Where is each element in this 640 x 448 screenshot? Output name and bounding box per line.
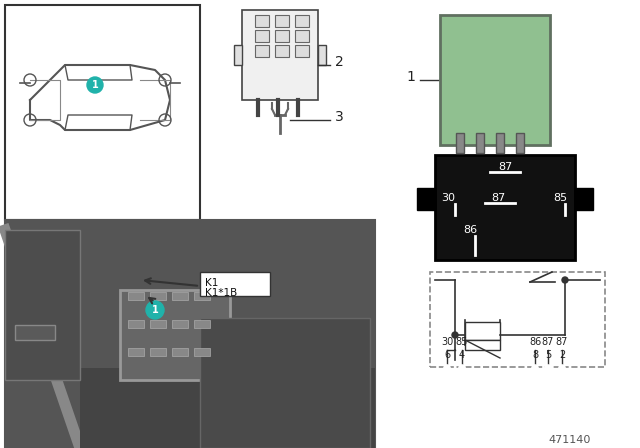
Bar bbox=[275, 15, 289, 27]
Circle shape bbox=[545, 365, 551, 371]
Circle shape bbox=[452, 332, 458, 338]
Bar bbox=[150, 292, 166, 300]
Bar bbox=[80, 368, 375, 448]
Bar bbox=[194, 348, 210, 356]
Text: 87: 87 bbox=[491, 193, 505, 203]
Bar bbox=[150, 320, 166, 328]
Text: 5: 5 bbox=[545, 350, 551, 360]
Circle shape bbox=[559, 365, 565, 371]
Bar bbox=[465, 340, 500, 350]
Text: K1: K1 bbox=[205, 278, 218, 288]
Bar bbox=[172, 292, 188, 300]
Bar bbox=[194, 292, 210, 300]
Bar bbox=[5, 5, 200, 220]
Bar bbox=[172, 320, 188, 328]
Circle shape bbox=[87, 77, 103, 93]
Bar bbox=[200, 272, 270, 296]
Text: 2: 2 bbox=[335, 55, 344, 69]
Text: 1: 1 bbox=[152, 305, 158, 315]
Bar bbox=[255, 15, 269, 27]
Text: 3: 3 bbox=[335, 110, 344, 124]
Bar bbox=[417, 188, 435, 210]
Bar bbox=[440, 15, 550, 145]
Text: 87: 87 bbox=[542, 337, 554, 347]
Bar bbox=[128, 348, 144, 356]
Text: 4: 4 bbox=[459, 350, 465, 360]
Bar bbox=[275, 30, 289, 42]
Bar bbox=[172, 348, 188, 356]
Text: 85: 85 bbox=[553, 193, 567, 203]
Circle shape bbox=[146, 301, 164, 319]
Bar bbox=[242, 10, 318, 100]
Bar bbox=[234, 45, 242, 65]
Bar bbox=[120, 290, 230, 380]
Text: 1: 1 bbox=[406, 70, 415, 84]
Text: 30: 30 bbox=[441, 193, 455, 203]
Bar bbox=[295, 30, 309, 42]
Text: 30: 30 bbox=[441, 337, 453, 347]
Bar bbox=[435, 155, 575, 260]
Bar bbox=[128, 320, 144, 328]
Text: 87: 87 bbox=[498, 162, 512, 172]
Bar bbox=[430, 272, 605, 367]
Bar bbox=[295, 45, 309, 57]
Bar bbox=[255, 45, 269, 57]
Bar bbox=[465, 322, 500, 340]
Bar bbox=[516, 133, 524, 153]
Bar bbox=[128, 292, 144, 300]
Circle shape bbox=[532, 365, 538, 371]
Bar bbox=[15, 325, 55, 340]
Text: 6: 6 bbox=[444, 350, 450, 360]
Circle shape bbox=[459, 365, 465, 371]
Circle shape bbox=[562, 277, 568, 283]
Circle shape bbox=[444, 365, 450, 371]
Bar bbox=[200, 318, 370, 448]
Text: 471140: 471140 bbox=[549, 435, 591, 445]
Text: 85: 85 bbox=[456, 337, 468, 347]
Text: 86: 86 bbox=[529, 337, 541, 347]
Bar bbox=[255, 30, 269, 42]
Bar bbox=[5, 230, 80, 380]
Text: 8: 8 bbox=[532, 350, 538, 360]
Bar bbox=[575, 188, 593, 210]
Bar bbox=[150, 348, 166, 356]
Text: K1*1B: K1*1B bbox=[205, 288, 237, 298]
Bar bbox=[295, 15, 309, 27]
Bar bbox=[476, 133, 484, 153]
Text: 86: 86 bbox=[463, 225, 477, 235]
Bar bbox=[194, 320, 210, 328]
Bar bbox=[318, 45, 326, 65]
Text: 87: 87 bbox=[556, 337, 568, 347]
Bar bbox=[496, 133, 504, 153]
Bar bbox=[5, 220, 375, 448]
Text: 2: 2 bbox=[559, 350, 565, 360]
Text: 1: 1 bbox=[92, 80, 99, 90]
Bar bbox=[275, 45, 289, 57]
Bar bbox=[456, 133, 464, 153]
